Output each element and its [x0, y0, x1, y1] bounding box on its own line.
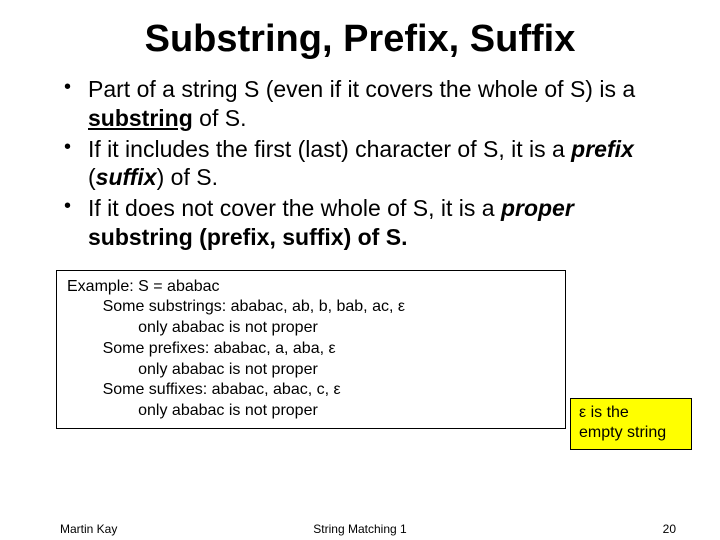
bullet-keyword: substring: [88, 105, 193, 131]
example-line: Some substrings: ababac, ab, b, bab, ac,…: [67, 297, 555, 318]
bullet-keyword: proper: [501, 195, 574, 221]
bullet-text-pre: If it does not cover the whole of S, it …: [88, 195, 501, 221]
footer-title: String Matching 1: [0, 522, 720, 536]
bullet-text-pre: Part of a string S (even if it covers th…: [88, 76, 635, 102]
bullet-item: Part of a string S (even if it covers th…: [62, 75, 670, 133]
bullet-keyword: prefix: [571, 136, 634, 162]
slide-title: Substring, Prefix, Suffix: [50, 18, 670, 61]
bullet-keyword: suffix: [96, 164, 157, 190]
example-box: Example: S = ababac Some substrings: aba…: [56, 270, 566, 430]
note-line: empty string: [579, 423, 683, 443]
bullet-item: If it includes the first (last) characte…: [62, 135, 670, 193]
example-line: Some prefixes: ababac, a, aba, ε: [67, 339, 555, 360]
example-line: Some suffixes: ababac, abac, c, ε: [67, 380, 555, 401]
bullet-text-pre: If it includes the first (last) characte…: [88, 136, 571, 162]
bullet-text-post: ) of S.: [157, 164, 218, 190]
example-header: Example: S = ababac: [67, 277, 555, 298]
example-line: only ababac is not proper: [67, 360, 555, 381]
bullet-item: If it does not cover the whole of S, it …: [62, 194, 670, 252]
bullet-list: Part of a string S (even if it covers th…: [62, 75, 670, 252]
example-line: only ababac is not proper: [67, 401, 555, 422]
example-line: only ababac is not proper: [67, 318, 555, 339]
bullet-text-post: of S.: [193, 105, 247, 131]
epsilon-note: ε is the empty string: [570, 398, 692, 450]
slide: Substring, Prefix, Suffix Part of a stri…: [0, 0, 720, 540]
bullet-text-post: substring (prefix, suffix) of S.: [88, 224, 407, 250]
note-line: ε is the: [579, 403, 683, 423]
footer-page: 20: [663, 522, 676, 536]
bullet-text-mid: (: [88, 164, 96, 190]
